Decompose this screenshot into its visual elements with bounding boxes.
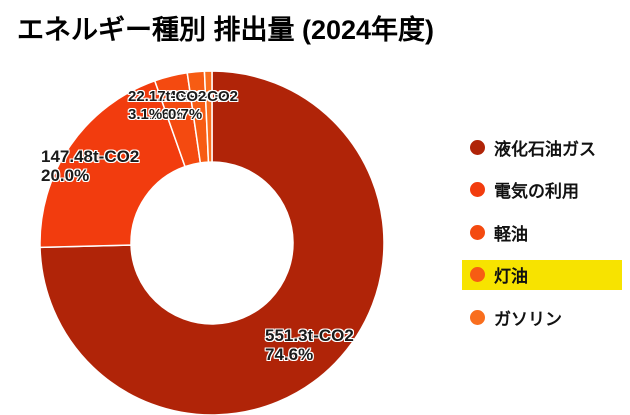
donut-slice-1 xyxy=(39,79,186,249)
legend-marker-icon xyxy=(470,139,485,155)
legend-item-lpg: 液化石油ガス xyxy=(462,132,622,162)
legend-item-diesel: 軽油 xyxy=(462,217,622,247)
legend-item-label: ガソリン xyxy=(494,309,562,329)
legend-item-electricity: 電気の利用 xyxy=(462,175,622,205)
slice-percent: 3.1% xyxy=(128,106,163,123)
slice-percent: 0.7% xyxy=(168,106,203,123)
legend-item-label: 軽油 xyxy=(494,224,528,244)
slice-label-kerosene: 11.84t-CO2 1.6% xyxy=(149,88,227,124)
slice-percent: 74.6% xyxy=(265,345,314,364)
slice-value: 11.84t-CO2 xyxy=(149,88,227,105)
slice-value: 551.3t-CO2 xyxy=(265,326,354,345)
donut-slice-4 xyxy=(203,70,213,163)
slice-label-electricity: 147.48t-CO2 20.0% xyxy=(41,147,139,185)
legend-item-gasoline: ガソリン xyxy=(462,302,622,332)
legend-marker-icon xyxy=(470,309,485,325)
legend-item-kerosene-highlighted: 灯油 xyxy=(462,259,622,290)
donut-slice-0 xyxy=(39,70,385,415)
legend: 液化石油ガス 電気の利用 軽油 灯油 ガソリン xyxy=(462,132,622,345)
slice-label-diesel: 22.17t-CO2 3.1% xyxy=(128,88,206,124)
legend-item-label: 液化石油ガス xyxy=(494,139,596,159)
slice-value: 4.99t-CO2 xyxy=(168,88,239,105)
legend-marker-icon xyxy=(470,224,485,240)
slice-label-lpg: 551.3t-CO2 74.6% xyxy=(265,326,354,364)
page-title: エネルギー種別 排出量 (2024年度) xyxy=(17,15,435,45)
legend-marker-icon xyxy=(470,182,485,197)
slice-percent: 1.6% xyxy=(149,106,184,123)
legend-item-label: 電気の利用 xyxy=(494,182,579,201)
slice-percent: 20.0% xyxy=(41,166,90,185)
slice-label-gasoline: 4.99t-CO2 0.7% xyxy=(168,88,238,124)
slice-value: 147.48t-CO2 xyxy=(41,147,140,166)
legend-marker-icon xyxy=(470,267,485,282)
legend-item-label: 灯油 xyxy=(494,267,528,286)
slice-value: 22.17t-CO2 xyxy=(128,88,207,105)
